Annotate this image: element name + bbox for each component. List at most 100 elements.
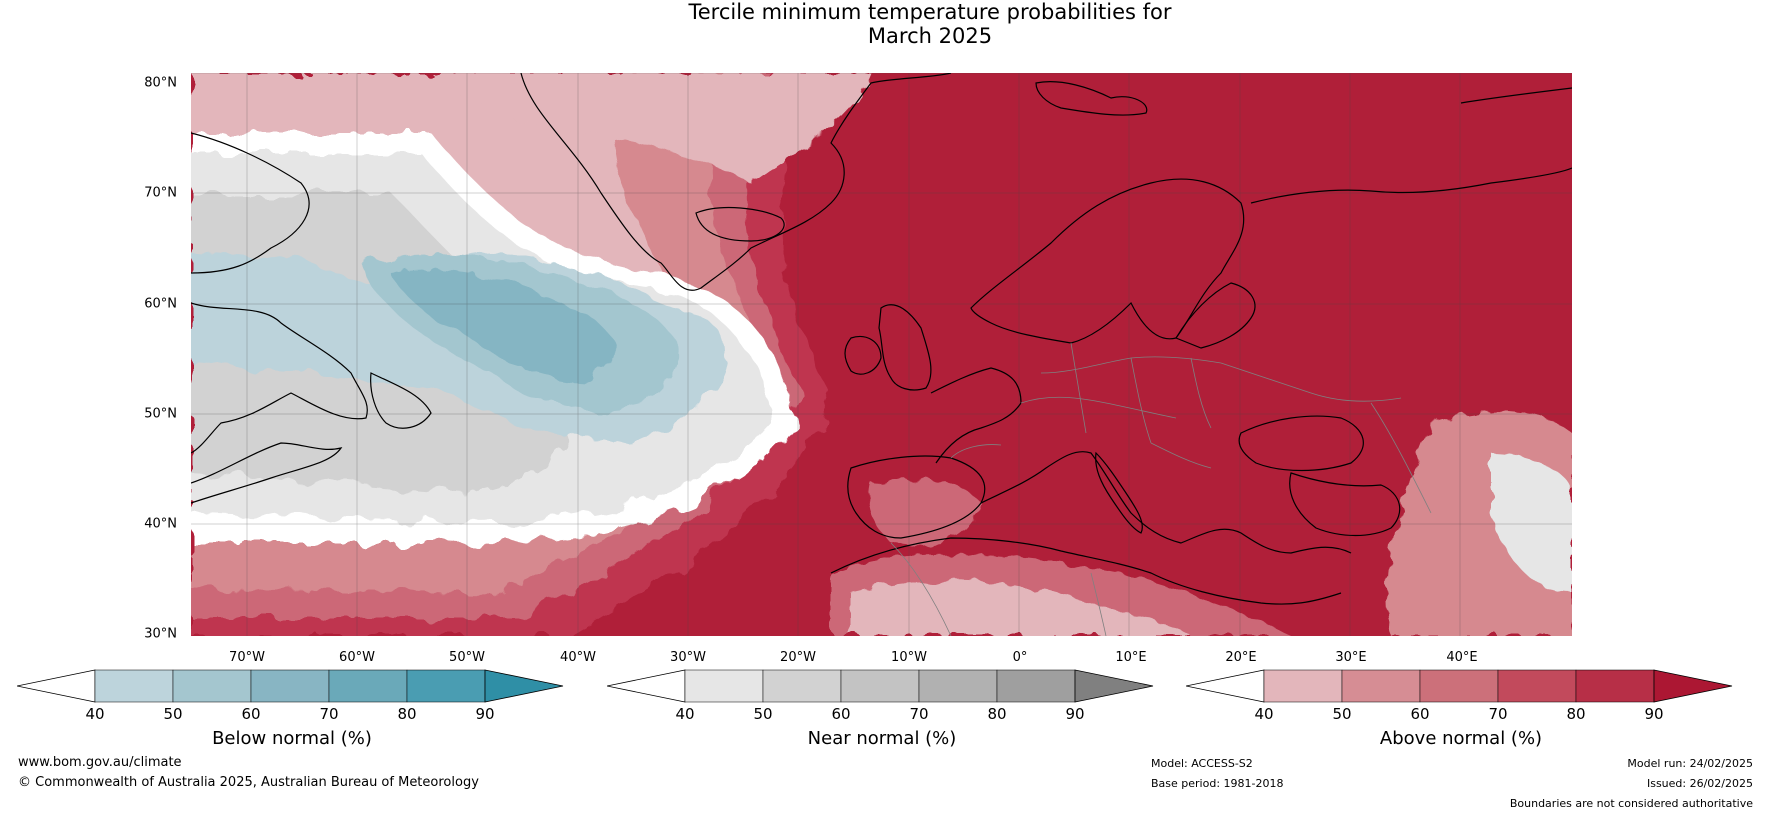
colorbar-near-tick-label: 90 — [1065, 705, 1085, 723]
website-link[interactable]: www.bom.gov.au/climate — [18, 755, 182, 770]
lat-label-30n: 30°N — [144, 626, 177, 642]
colorbar-title-below: Below normal (%) — [212, 728, 372, 749]
iberia-above-70 — [869, 478, 981, 547]
title-line-1: Tercile minimum temperature probabilitie… — [688, 0, 1172, 24]
copyright-text: © Commonwealth of Australia 2025, Austra… — [18, 775, 479, 790]
coast-iberia — [847, 455, 986, 539]
colorbar-below-tick-label: 60 — [241, 705, 261, 723]
title-line-2: March 2025 — [867, 24, 993, 48]
colorbar-near-segment — [996, 669, 1076, 703]
colorbar-above-segment — [1575, 669, 1655, 703]
colorbar-below-segment — [94, 669, 174, 703]
colorbar-above-segment — [1497, 669, 1577, 703]
colorbar-below-low-extend — [17, 669, 96, 703]
coast-uk — [878, 304, 932, 391]
colorbar-above-low-extend — [1186, 669, 1265, 703]
colorbar-below-tick-label: 80 — [397, 705, 417, 723]
colorbar-above-tick-label: 60 — [1410, 705, 1430, 723]
colorbar-above — [1186, 669, 1733, 703]
coast-baffin — [191, 132, 310, 274]
africa-above-50 — [851, 580, 1191, 636]
colorbar-below-tick-label: 70 — [319, 705, 339, 723]
colorbar-above-tick-label: 40 — [1254, 705, 1274, 723]
colorbar-above-segment — [1419, 669, 1499, 703]
lon-label-60w: 60°W — [339, 650, 375, 665]
colorbar-near-low-extend — [607, 669, 686, 703]
colorbar-below-tick-label: 40 — [85, 705, 105, 723]
coast-svalbard — [1035, 81, 1148, 116]
coast-novaya-zemlya — [1460, 87, 1572, 104]
colorbar-above-tick-label: 90 — [1644, 705, 1664, 723]
coast-newfoundland — [370, 372, 432, 429]
colorbar-below-high-extend — [484, 669, 564, 703]
colorbar-above-tick-label: 70 — [1488, 705, 1508, 723]
country-borders — [890, 342, 1432, 636]
east-mix-near — [1491, 453, 1572, 593]
model-text: Model: ACCESS-S2 — [1151, 757, 1253, 770]
colorbar-above-high-extend — [1653, 669, 1733, 703]
issued-text: Issued: 26/02/2025 — [1646, 777, 1753, 790]
colorbar-near-segment — [684, 669, 764, 703]
colorbar-below-tick-label: 90 — [475, 705, 495, 723]
coast-black-sea — [1238, 415, 1364, 472]
colorbar-near — [607, 669, 1154, 703]
colorbar-near-tick-label: 40 — [675, 705, 695, 723]
lat-label-60n: 60°N — [144, 296, 177, 312]
lon-label-70w: 70°W — [229, 650, 265, 665]
colorbar-title-above: Above normal (%) — [1379, 728, 1543, 749]
colorbar-near-high-extend — [1074, 669, 1154, 703]
chart-title: Tercile minimum temperature probabilitie… — [0, 0, 1770, 48]
lon-label-10w: 10°W — [891, 650, 927, 665]
coast-italy — [1095, 451, 1143, 534]
coast-ireland — [844, 336, 882, 375]
colorbar-below-segment — [406, 669, 486, 703]
lat-label-40n: 40°N — [144, 516, 177, 532]
colorbar-near-segment — [918, 669, 998, 703]
lat-label-70n: 70°N — [144, 185, 177, 201]
lon-label-20e: 20°E — [1225, 650, 1257, 665]
coast-arctic-russia — [1250, 167, 1572, 204]
lon-label-20w: 20°W — [780, 650, 816, 665]
colorbar-near-tick-label: 70 — [909, 705, 929, 723]
lon-label-10e: 10°E — [1115, 650, 1147, 665]
band-below-70 — [391, 269, 617, 383]
coast-finland — [1175, 282, 1256, 349]
lon-label-40e: 40°E — [1446, 650, 1478, 665]
map-panel[interactable] — [191, 73, 1572, 636]
colorbar-above-segment — [1263, 669, 1343, 703]
coast-us-east — [191, 442, 343, 504]
lat-label-80n: 80°N — [144, 75, 177, 91]
lon-label-0: 0° — [1012, 650, 1028, 665]
base-period-text: Base period: 1981-2018 — [1151, 777, 1284, 790]
probability-map — [191, 73, 1572, 636]
lon-label-30e: 30°E — [1335, 650, 1367, 665]
lon-label-40w: 40°W — [560, 650, 596, 665]
colorbar-below — [17, 669, 564, 703]
arctic-above-50 — [431, 73, 871, 183]
colorbar-near-tick-label: 60 — [831, 705, 851, 723]
coast-turkey — [1289, 472, 1401, 537]
coast-scandinavia — [970, 178, 1245, 344]
colorbar-near-segment — [762, 669, 842, 703]
disclaimer-text: Boundaries are not considered authoritat… — [1509, 797, 1753, 810]
coastlines — [191, 73, 1572, 605]
colorbar-below-segment — [328, 669, 408, 703]
coast-med-north — [980, 451, 1352, 554]
colorbar-below-segment — [250, 669, 330, 703]
coast-labrador — [191, 302, 368, 454]
colorbar-below-tick-label: 50 — [163, 705, 183, 723]
coast-greenland — [520, 73, 952, 291]
colorbar-near-segment — [840, 669, 920, 703]
colorbar-near-tick-label: 50 — [753, 705, 773, 723]
lat-label-50n: 50°N — [144, 406, 177, 422]
colorbar-below-segment — [172, 669, 252, 703]
colorbar-above-tick-label: 80 — [1566, 705, 1586, 723]
model-run-text: Model run: 24/02/2025 — [1627, 757, 1753, 770]
lon-label-50w: 50°W — [449, 650, 485, 665]
coast-africa-north — [830, 537, 1342, 605]
coast-iceland — [695, 206, 785, 242]
colorbar-above-tick-label: 50 — [1332, 705, 1352, 723]
colorbar-near-tick-label: 80 — [987, 705, 1007, 723]
colorbar-above-segment — [1341, 669, 1421, 703]
colorbar-title-near: Near normal (%) — [807, 728, 957, 749]
